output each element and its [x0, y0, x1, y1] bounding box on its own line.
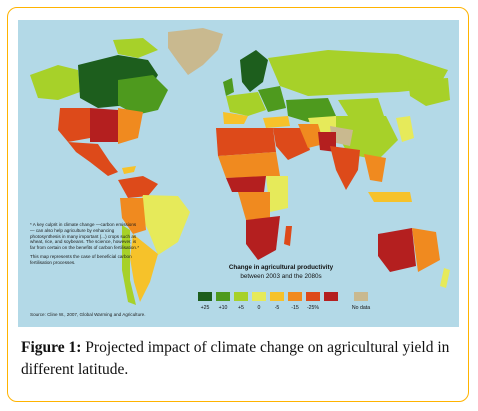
legend-swatch — [216, 292, 230, 301]
region-southern-africa — [246, 216, 280, 260]
region-kazakhstan — [286, 98, 336, 122]
region-scandinavia — [240, 50, 268, 92]
region-middle-east — [273, 128, 310, 160]
legend-label: 0 — [257, 305, 261, 311]
region-arctic-islands — [113, 38, 158, 58]
region-indonesia — [368, 192, 412, 202]
region-usa-east — [118, 108, 143, 144]
caption-text: Projected impact of climate change on ag… — [21, 339, 450, 378]
region-east-africa — [266, 176, 288, 212]
region-southern-europe — [223, 112, 248, 124]
region-australia-east — [412, 228, 440, 272]
legend-swatch — [198, 292, 212, 301]
note-paragraph-1: * A key culprit in climate change —carbo… — [30, 222, 140, 251]
region-uk — [223, 78, 234, 96]
region-russia-far-east — [408, 78, 450, 106]
region-turkey — [263, 116, 290, 128]
climate-map-figure: * A key culprit in climate change —carbo… — [18, 20, 459, 327]
legend-title: Change in agricultural productivity — [228, 264, 334, 271]
region-russia — [268, 50, 448, 96]
legend-swatch — [234, 292, 248, 301]
carbon-fertilisation-note: * A key culprit in climate change —carbo… — [30, 222, 142, 269]
region-new-zealand — [440, 268, 450, 288]
region-sahara — [218, 152, 280, 178]
legend-swatch — [288, 292, 302, 301]
legend-title-block: Change in agricultural productivity betw… — [206, 263, 356, 281]
legend-label: +10 — [218, 305, 228, 311]
caption-label: Figure 1: — [21, 339, 82, 356]
legend-label: +25 — [200, 305, 210, 311]
legend-label: +5 — [238, 305, 244, 311]
region-western-europe — [226, 92, 266, 116]
region-north-africa — [216, 128, 276, 156]
legend-label: -25% — [306, 305, 320, 311]
region-central-africa — [238, 192, 270, 220]
region-australia-west — [378, 228, 416, 272]
legend-subtitle: between 2003 and the 2080s — [240, 273, 322, 280]
note-paragraph-2: This map represents the case of benefici… — [30, 253, 132, 265]
region-sahel — [226, 176, 266, 192]
region-brazil — [138, 195, 190, 255]
source-note: Source: Cline W., 2007, Global Warming a… — [30, 312, 146, 317]
region-argentina — [130, 234, 158, 302]
region-greenland — [168, 28, 223, 75]
region-eastern-europe — [258, 86, 286, 112]
world-map — [30, 28, 450, 305]
region-colombia-venezuela — [118, 176, 158, 198]
legend-label: No data — [351, 305, 371, 311]
region-peru-bolivia — [120, 198, 146, 234]
region-usa-west — [58, 108, 90, 142]
legend-swatch — [270, 292, 284, 301]
region-iran — [298, 124, 324, 148]
legend-label: -5 — [274, 305, 280, 311]
legend-swatch — [306, 292, 320, 301]
region-india — [330, 146, 360, 190]
region-mongolia — [338, 98, 384, 116]
region-alaska — [30, 65, 80, 100]
figure-caption: Figure 1: Projected impact of climate ch… — [21, 337, 461, 381]
region-usa-central — [90, 108, 118, 142]
region-caribbean — [122, 166, 136, 174]
legend-swatch — [252, 292, 266, 301]
region-chile — [122, 225, 136, 305]
region-madagascar — [284, 226, 292, 246]
region-mexico — [68, 142, 118, 176]
region-canada-east — [118, 75, 168, 115]
region-korea-japan — [396, 116, 414, 142]
legend-label: -15 — [291, 305, 299, 311]
legend-swatch — [354, 292, 368, 301]
region-se-asia — [364, 154, 386, 182]
legend-swatch — [324, 292, 338, 301]
